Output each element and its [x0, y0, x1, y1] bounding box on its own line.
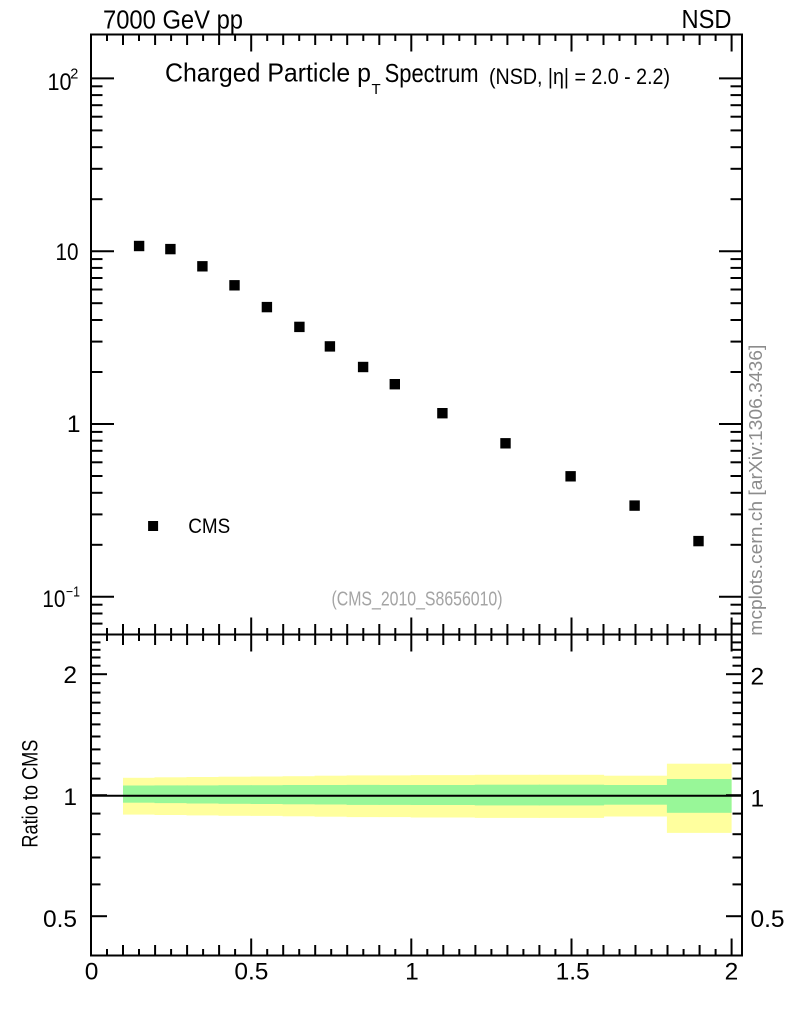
svg-text:0.5: 0.5	[751, 906, 785, 933]
svg-text:1: 1	[63, 784, 77, 811]
svg-text:0: 0	[85, 958, 99, 985]
svg-text:10: 10	[56, 239, 79, 266]
svg-text:Ratio to CMS: Ratio to CMS	[17, 740, 42, 848]
svg-text:2: 2	[751, 664, 765, 691]
svg-text:1.5: 1.5	[556, 958, 590, 985]
svg-text:mcplots.cern.ch [arXiv:1306.34: mcplots.cern.ch [arXiv:1306.3436]	[745, 345, 766, 636]
svg-text:7000 GeV pp: 7000 GeV pp	[103, 6, 243, 34]
svg-text:0.5: 0.5	[43, 906, 77, 933]
svg-text:0.5: 0.5	[234, 958, 268, 985]
svg-text:1: 1	[405, 958, 419, 985]
svg-text:−1: −1	[66, 585, 80, 601]
svg-text:(NSD, |η| = 2.0 - 2.2): (NSD, |η| = 2.0 - 2.2)	[489, 64, 670, 89]
svg-text:2: 2	[725, 958, 739, 985]
svg-text:1: 1	[751, 786, 765, 813]
svg-text:1: 1	[67, 411, 81, 438]
svg-text:2: 2	[63, 662, 77, 689]
svg-text:10: 10	[42, 586, 65, 613]
svg-text:NSD: NSD	[682, 6, 732, 34]
svg-text:Spectrum: Spectrum	[385, 58, 479, 88]
svg-text:(CMS_2010_S8656010): (CMS_2010_S8656010)	[332, 588, 503, 610]
svg-text:2: 2	[70, 67, 78, 83]
svg-text:10: 10	[48, 69, 72, 96]
svg-text:T: T	[372, 81, 381, 98]
svg-text:Charged Particle p: Charged Particle p	[165, 58, 371, 88]
svg-text:CMS: CMS	[188, 515, 230, 538]
